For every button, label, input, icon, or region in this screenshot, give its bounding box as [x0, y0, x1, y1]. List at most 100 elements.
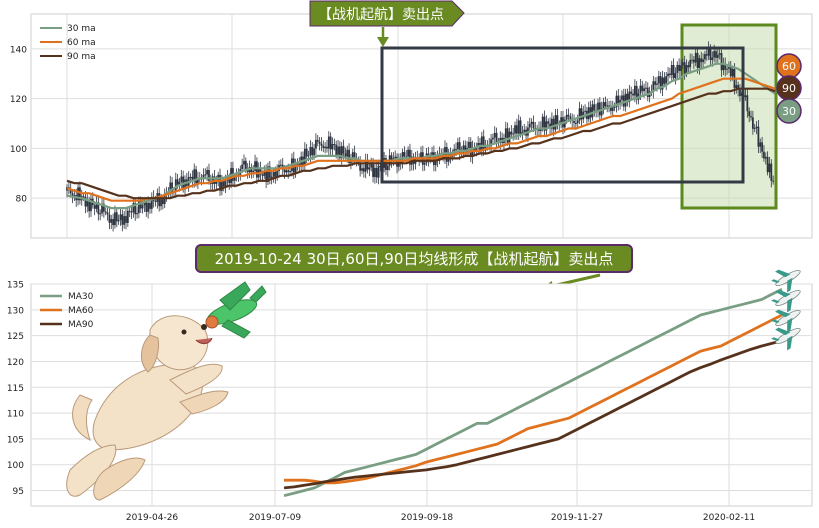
- candle-body: [372, 164, 374, 177]
- candle-body: [102, 203, 105, 212]
- candle-body: [672, 65, 675, 79]
- candle-body: [294, 163, 297, 173]
- candle-body: [739, 89, 741, 97]
- candle-body: [512, 133, 515, 135]
- candle-body: [735, 85, 738, 88]
- candle-body: [244, 160, 247, 169]
- candle-body: [514, 125, 516, 134]
- candle-body: [744, 95, 747, 98]
- bottom-y-axis: 95 100 105 110 115 120 125 130 135: [7, 281, 24, 498]
- candle-body: [84, 196, 87, 207]
- candle-body: [604, 102, 607, 107]
- candle-body: [471, 147, 474, 158]
- candle-body: [311, 147, 314, 156]
- candle-body: [143, 202, 146, 206]
- candle-body: [530, 121, 533, 124]
- candle-body: [405, 156, 408, 158]
- candle-body: [115, 212, 118, 222]
- candle-body: [342, 146, 345, 154]
- candle-body: [556, 115, 559, 125]
- candle-body: [77, 187, 79, 201]
- candle-body: [622, 95, 625, 107]
- candle-body: [532, 121, 535, 129]
- candle-body: [377, 165, 380, 178]
- candle-body: [657, 76, 660, 84]
- candle-body: [755, 126, 758, 128]
- candle-body: [578, 108, 581, 121]
- candle-body: [202, 174, 205, 178]
- candle-body: [517, 120, 520, 134]
- candle-body: [654, 81, 657, 85]
- top-banner-shape: [309, 0, 465, 27]
- candle-body: [324, 146, 327, 148]
- candle-body: [687, 65, 690, 68]
- candle-body: [305, 148, 308, 157]
- candle-body: [307, 155, 310, 157]
- candle-body: [480, 136, 483, 150]
- candle-body: [691, 59, 693, 61]
- ma-badges: 60 90 30: [776, 53, 802, 124]
- candle-body: [215, 181, 218, 184]
- candle-body: [313, 148, 315, 156]
- candle-body: [197, 177, 199, 184]
- candle-body: [386, 165, 389, 171]
- candle-body: [617, 95, 620, 104]
- badge-60-label: 60: [782, 60, 796, 73]
- candle-body: [626, 93, 629, 103]
- top-legend: 30 ma 60 ma 90 ma: [40, 24, 96, 62]
- candle-body: [458, 142, 461, 154]
- candle-body: [565, 114, 568, 120]
- candle-body: [698, 58, 701, 68]
- candle-body: [346, 149, 349, 157]
- candle-body: [641, 85, 644, 92]
- candle-body: [134, 203, 137, 215]
- candle-body: [191, 176, 194, 182]
- candle-body: [224, 180, 227, 187]
- candle-body: [720, 53, 723, 71]
- candle-body: [692, 59, 695, 63]
- candle-body: [254, 161, 256, 171]
- candle-body: [171, 182, 173, 193]
- candle-body: [768, 163, 771, 173]
- candle-body: [327, 136, 330, 149]
- candle-body: [316, 139, 319, 142]
- candle-body: [563, 119, 566, 128]
- candle-body: [252, 170, 255, 173]
- candle-body: [753, 127, 756, 129]
- jet-plane-icon: [771, 327, 801, 351]
- candle-body: [261, 174, 264, 176]
- candle-body: [685, 65, 688, 74]
- candle-body: [746, 95, 749, 112]
- candle-body: [560, 117, 563, 124]
- candle-body: [145, 202, 148, 212]
- candle-body: [477, 142, 480, 148]
- candle-body: [283, 169, 286, 173]
- candle-body: [665, 76, 668, 84]
- ma30-line-bottom: [283, 287, 783, 498]
- candle-body: [136, 213, 138, 215]
- candle-body: [574, 123, 577, 125]
- candle-body: [611, 107, 614, 111]
- candle-body: [645, 87, 647, 89]
- candle-body: [661, 77, 664, 90]
- candle-body: [279, 164, 282, 166]
- y-tick-label: 120: [10, 95, 27, 105]
- candle-body: [150, 196, 153, 209]
- candle-body: [211, 176, 214, 184]
- candle-body: [475, 147, 478, 152]
- bottom-legend: MA30 MA60 MA90: [40, 292, 94, 330]
- candle-body: [99, 213, 102, 215]
- candle-body: [709, 47, 712, 61]
- candle-body: [593, 104, 596, 111]
- top-panel: 80 100 120 140 30 ma 60 ma 90 ma 60 90 30: [10, 13, 813, 239]
- candle-body: [689, 59, 692, 68]
- x-tick-label: 2020-02-11: [703, 513, 755, 523]
- candle-body: [368, 167, 371, 170]
- candle-body: [303, 148, 306, 166]
- candle-body: [263, 170, 266, 176]
- candle-body: [139, 201, 142, 209]
- candle-body: [285, 170, 288, 173]
- candle-body: [125, 216, 127, 223]
- candle-body: [639, 85, 642, 94]
- candle-body: [456, 142, 459, 150]
